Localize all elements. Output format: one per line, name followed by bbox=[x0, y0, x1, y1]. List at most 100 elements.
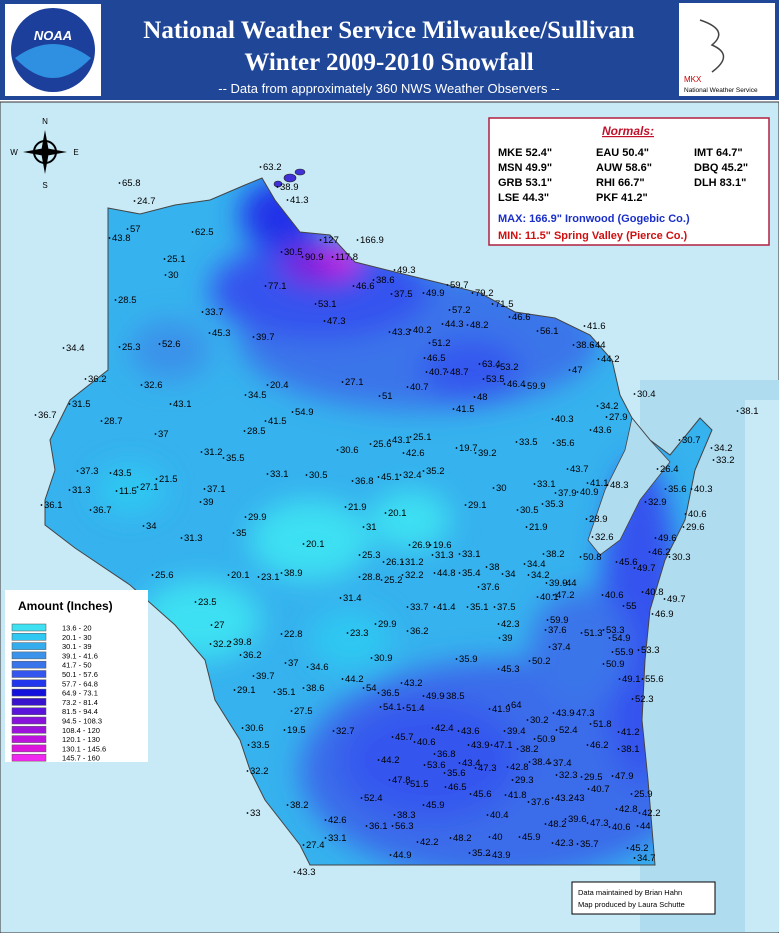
station-dot bbox=[551, 418, 554, 420]
station-dot bbox=[280, 572, 283, 574]
station-value: 29.6 bbox=[686, 522, 705, 533]
station-value: 45.3 bbox=[212, 328, 231, 339]
station-dot bbox=[151, 574, 154, 576]
station-dot bbox=[416, 841, 419, 843]
station-value: 54 bbox=[366, 683, 377, 694]
station-dot bbox=[118, 182, 121, 184]
station-value: 43.5 bbox=[113, 468, 132, 479]
station-dot bbox=[409, 436, 412, 438]
station-dot bbox=[365, 825, 368, 827]
station-dot bbox=[536, 596, 539, 598]
station-value: 42.8 bbox=[619, 804, 638, 815]
station-value: 43.7 bbox=[570, 464, 589, 475]
station-dot bbox=[474, 452, 477, 454]
station-value: 43.6 bbox=[593, 425, 612, 436]
station-value: 20.1 bbox=[388, 508, 407, 519]
station-dot bbox=[455, 658, 458, 660]
station-dot bbox=[264, 420, 267, 422]
station-value: 49.9 bbox=[426, 691, 445, 702]
station-value: 38.5 bbox=[446, 691, 465, 702]
station-dot bbox=[244, 394, 247, 396]
station-value: 45.1 bbox=[381, 472, 400, 483]
station-value: 32.4 bbox=[403, 470, 422, 481]
station-value: 11.5 bbox=[119, 486, 137, 497]
legend-label: 94.5 - 108.3 bbox=[62, 717, 102, 726]
station-dot bbox=[572, 344, 575, 346]
station-value: 43.9 bbox=[471, 740, 490, 751]
station-value: 27.1 bbox=[140, 482, 159, 493]
station-value: 51.8 bbox=[593, 719, 612, 730]
station-value: 59.9 bbox=[550, 615, 569, 626]
station-value: 23.5 bbox=[198, 597, 217, 608]
station-dot bbox=[302, 844, 305, 846]
station-dot bbox=[433, 753, 436, 755]
station-value: 51.3 bbox=[584, 628, 603, 639]
station-value: 44.9 bbox=[393, 850, 412, 861]
station-value: 25.1 bbox=[167, 254, 186, 265]
station-value: 46.2 bbox=[590, 740, 609, 751]
station-value: 35.3 bbox=[545, 499, 564, 510]
station-dot bbox=[583, 325, 586, 327]
station-dot bbox=[736, 410, 739, 412]
station-dot bbox=[533, 483, 536, 485]
station-dot bbox=[400, 682, 403, 684]
station-dot bbox=[466, 606, 469, 608]
station-dot bbox=[564, 818, 567, 820]
station-value: 42.4 bbox=[435, 723, 454, 734]
station-value: 35.6 bbox=[447, 768, 466, 779]
station-value: 36.2 bbox=[88, 374, 107, 385]
station-value: 49.9 bbox=[426, 288, 445, 299]
station-dot bbox=[163, 258, 166, 260]
station-value: 40.8 bbox=[645, 587, 664, 598]
station-value: 42.6 bbox=[328, 815, 347, 826]
station-dot bbox=[633, 857, 636, 859]
station-value: 53.6 bbox=[427, 760, 446, 771]
station-value: 56.3 bbox=[395, 821, 414, 832]
station-value: 19.7 bbox=[459, 443, 478, 454]
station-value: 48.2 bbox=[548, 819, 567, 830]
station-dot bbox=[570, 797, 573, 799]
station-value: 41.1 bbox=[590, 478, 609, 489]
station-value: 43.8 bbox=[112, 233, 131, 244]
station-value: 39.8 bbox=[233, 637, 252, 648]
station-dot bbox=[118, 346, 121, 348]
station-value: 62.5 bbox=[195, 227, 214, 238]
station-value: 49.7 bbox=[667, 594, 686, 605]
station-value: 53.1 bbox=[318, 299, 337, 310]
legend-swatch bbox=[11, 716, 47, 725]
station-dot bbox=[611, 775, 614, 777]
station-value: 34 bbox=[146, 521, 157, 532]
station-value: 41.8 bbox=[508, 790, 527, 801]
station-value: 51 bbox=[382, 391, 393, 402]
station-dot bbox=[380, 579, 383, 581]
station-value: 40.6 bbox=[605, 590, 624, 601]
station-value: 42.3 bbox=[555, 838, 574, 849]
station-dot bbox=[596, 405, 599, 407]
station-value: 71.5 bbox=[495, 299, 514, 310]
station-dot bbox=[423, 764, 426, 766]
compass-w: W bbox=[10, 148, 18, 157]
station-dot bbox=[402, 707, 405, 709]
station-value: 37.4 bbox=[553, 758, 572, 769]
legend-label: 130.1 - 145.6 bbox=[62, 744, 106, 753]
station-dot bbox=[473, 396, 476, 398]
station-value: 20.4 bbox=[270, 380, 289, 391]
station-value: 33.7 bbox=[410, 602, 429, 613]
legend-label: 50.1 - 57.6 bbox=[62, 670, 98, 679]
legend-swatch bbox=[11, 670, 47, 678]
station-dot bbox=[488, 708, 491, 710]
station-value: 54.9 bbox=[295, 407, 314, 418]
station-dot bbox=[100, 420, 103, 422]
station-dot bbox=[551, 842, 554, 844]
station-dot bbox=[552, 594, 555, 596]
station-dot bbox=[382, 561, 385, 563]
station-value: 43.2 bbox=[555, 793, 574, 804]
station-dot bbox=[458, 553, 461, 555]
station-value: 30 bbox=[168, 270, 179, 281]
station-dot bbox=[551, 797, 554, 799]
station-dot bbox=[229, 641, 232, 643]
station-dot bbox=[710, 447, 713, 449]
station-dot bbox=[626, 847, 629, 849]
station-dot bbox=[302, 687, 305, 689]
